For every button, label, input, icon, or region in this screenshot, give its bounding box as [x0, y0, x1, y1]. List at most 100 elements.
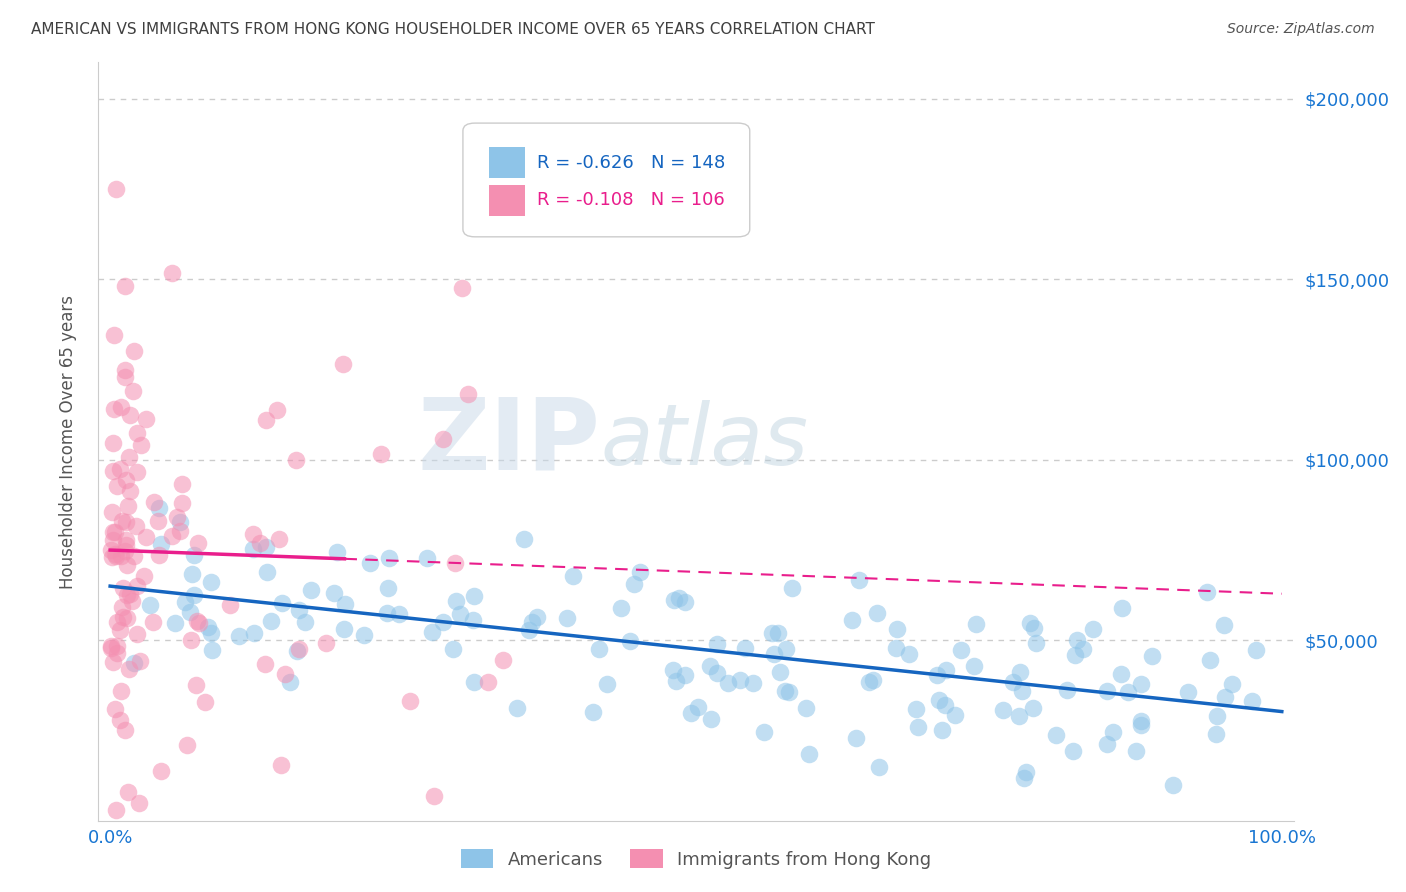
Point	[1241, 694, 1264, 708]
Point	[315, 636, 337, 650]
Point	[965, 617, 987, 632]
Point	[399, 694, 422, 708]
Point	[868, 760, 890, 774]
Point	[1161, 778, 1184, 792]
Point	[122, 549, 145, 563]
Point	[278, 674, 301, 689]
Point	[1007, 708, 1029, 723]
Point	[1213, 690, 1236, 704]
Point	[1129, 676, 1152, 690]
Point	[728, 673, 751, 688]
Point	[1081, 623, 1104, 637]
Point	[148, 514, 170, 528]
Point	[121, 594, 143, 608]
Point	[103, 533, 125, 547]
Point	[1018, 616, 1040, 631]
Point	[673, 595, 696, 609]
Point	[200, 574, 222, 589]
Point	[688, 700, 710, 714]
Point	[112, 581, 135, 595]
Point	[184, 678, 207, 692]
Point	[197, 620, 219, 634]
Point	[665, 673, 688, 688]
Point	[186, 615, 208, 629]
Point	[1024, 621, 1046, 635]
Point	[138, 598, 160, 612]
Point	[242, 541, 264, 556]
Point	[101, 524, 124, 539]
Point	[101, 656, 124, 670]
Point	[1062, 744, 1084, 758]
Point	[114, 363, 136, 377]
Point	[1025, 636, 1047, 650]
Point	[115, 610, 138, 624]
Point	[1129, 718, 1152, 732]
Point	[1045, 729, 1067, 743]
Point	[378, 551, 401, 566]
Point	[115, 588, 138, 602]
Point	[517, 623, 540, 637]
Point	[115, 473, 138, 487]
Point	[506, 701, 529, 715]
Point	[520, 615, 543, 630]
Point	[886, 622, 908, 636]
Point	[1095, 737, 1118, 751]
Point	[945, 708, 967, 723]
Point	[125, 425, 148, 440]
Text: R = -0.108   N = 106: R = -0.108 N = 106	[537, 192, 724, 210]
Point	[1177, 685, 1199, 699]
Point	[120, 408, 142, 422]
Point	[149, 764, 172, 778]
Point	[288, 603, 311, 617]
Point	[111, 600, 134, 615]
Point	[673, 668, 696, 682]
Point	[463, 590, 485, 604]
Point	[110, 400, 132, 414]
Point	[463, 675, 485, 690]
Point	[115, 533, 138, 547]
Point	[741, 676, 763, 690]
Point	[1071, 642, 1094, 657]
Point	[775, 642, 797, 657]
Point	[1220, 677, 1243, 691]
Point	[335, 597, 357, 611]
Point	[142, 615, 165, 629]
Point	[1008, 665, 1031, 680]
Point	[105, 478, 128, 492]
Point	[274, 667, 297, 681]
Point	[259, 615, 281, 629]
Point	[794, 701, 817, 715]
Point	[183, 588, 205, 602]
Point	[105, 182, 128, 196]
FancyBboxPatch shape	[489, 147, 524, 178]
Text: ZIP: ZIP	[418, 393, 600, 490]
Point	[160, 529, 183, 543]
Point	[187, 615, 209, 630]
Point	[444, 594, 467, 608]
Text: atlas: atlas	[600, 400, 808, 483]
Point	[904, 702, 927, 716]
Point	[108, 462, 131, 476]
Point	[249, 536, 271, 550]
Point	[125, 626, 148, 640]
Point	[100, 639, 122, 653]
Point	[194, 695, 217, 709]
Point	[1022, 701, 1045, 715]
Point	[1095, 684, 1118, 698]
Point	[370, 447, 392, 461]
Point	[1056, 683, 1078, 698]
Point	[115, 537, 138, 551]
Point	[769, 665, 792, 680]
Point	[1125, 744, 1147, 758]
Point	[165, 615, 187, 630]
Point	[115, 558, 138, 572]
Point	[623, 577, 645, 591]
Point	[1109, 667, 1132, 681]
FancyBboxPatch shape	[463, 123, 749, 236]
Point	[105, 549, 128, 563]
Point	[512, 533, 534, 547]
Point	[118, 483, 141, 498]
Point	[118, 662, 141, 676]
Point	[1199, 653, 1222, 667]
Point	[699, 658, 721, 673]
